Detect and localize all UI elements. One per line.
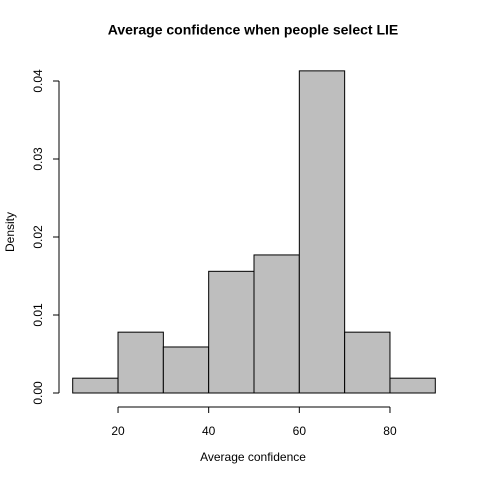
x-tick-label: 40 bbox=[202, 424, 216, 438]
bar bbox=[162, 346, 210, 394]
x-tick-label: 20 bbox=[111, 424, 125, 438]
y-tick-label: 0.02 bbox=[31, 225, 45, 249]
y-tick-label: 0.00 bbox=[31, 381, 45, 405]
bar bbox=[298, 70, 346, 394]
x-tick-label: 60 bbox=[293, 424, 307, 438]
x-tick-label: 80 bbox=[383, 424, 397, 438]
y-tick-label: 0.04 bbox=[31, 69, 45, 93]
chart-title: Average confidence when people select LI… bbox=[108, 22, 398, 38]
y-tick-label: 0.01 bbox=[31, 303, 45, 327]
bar bbox=[208, 270, 255, 394]
y-axis-label: Density bbox=[3, 212, 17, 252]
bar bbox=[72, 377, 119, 394]
bar bbox=[344, 331, 391, 394]
y-tick-label: 0.03 bbox=[31, 147, 45, 171]
bar bbox=[389, 377, 436, 394]
bar bbox=[117, 331, 164, 394]
bar bbox=[253, 254, 300, 394]
x-axis-label: Average confidence bbox=[200, 450, 306, 464]
